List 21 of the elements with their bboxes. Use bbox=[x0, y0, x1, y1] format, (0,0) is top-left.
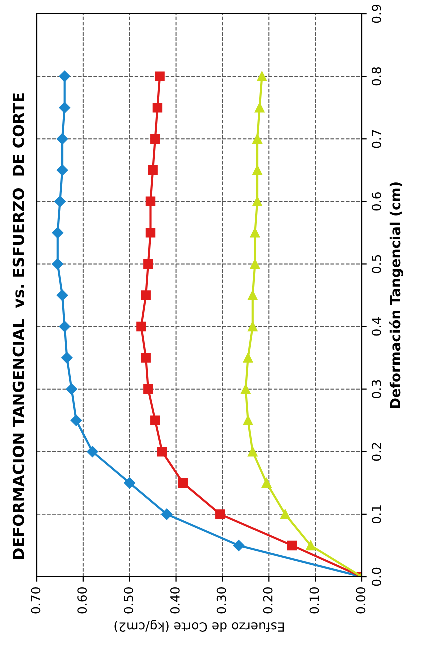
x-tick-label: 0.50 bbox=[124, 588, 134, 614]
x-tick-label: 0.60 bbox=[78, 588, 88, 614]
y-tick-label: 0.3 bbox=[372, 380, 382, 398]
y-tick-label: 0.0 bbox=[372, 568, 382, 586]
text: DEFORMACION TANGENCIAL vs. ESFUERZO DE CORTE bbox=[12, 94, 24, 560]
y-tick-label: 0.1 bbox=[372, 506, 382, 524]
y-tick-label: 0.6 bbox=[372, 192, 382, 211]
y-tick-label: 0.7 bbox=[372, 130, 382, 148]
x-axis-title: Esfuerzo de Corte (kg/cm2) bbox=[114, 620, 284, 632]
x-tick-label: 0.20 bbox=[263, 588, 273, 614]
y-axis-title: Deformación Tangencial (cm) bbox=[389, 182, 404, 408]
y-tick-label: 0.8 bbox=[372, 67, 382, 86]
x-tick-label: 0.40 bbox=[170, 588, 180, 614]
x-tick-label: 0.00 bbox=[356, 588, 366, 614]
x-tick-label: 0.30 bbox=[216, 588, 226, 614]
x-tick-label: 0.10 bbox=[310, 588, 320, 614]
x-tick-label: 0.70 bbox=[31, 588, 41, 614]
y-tick-label: 0.4 bbox=[372, 318, 382, 336]
y-tick-label: 0.2 bbox=[372, 443, 382, 462]
y-tick-label: 0.9 bbox=[372, 4, 382, 24]
y-tick-label: 0.5 bbox=[372, 255, 382, 274]
